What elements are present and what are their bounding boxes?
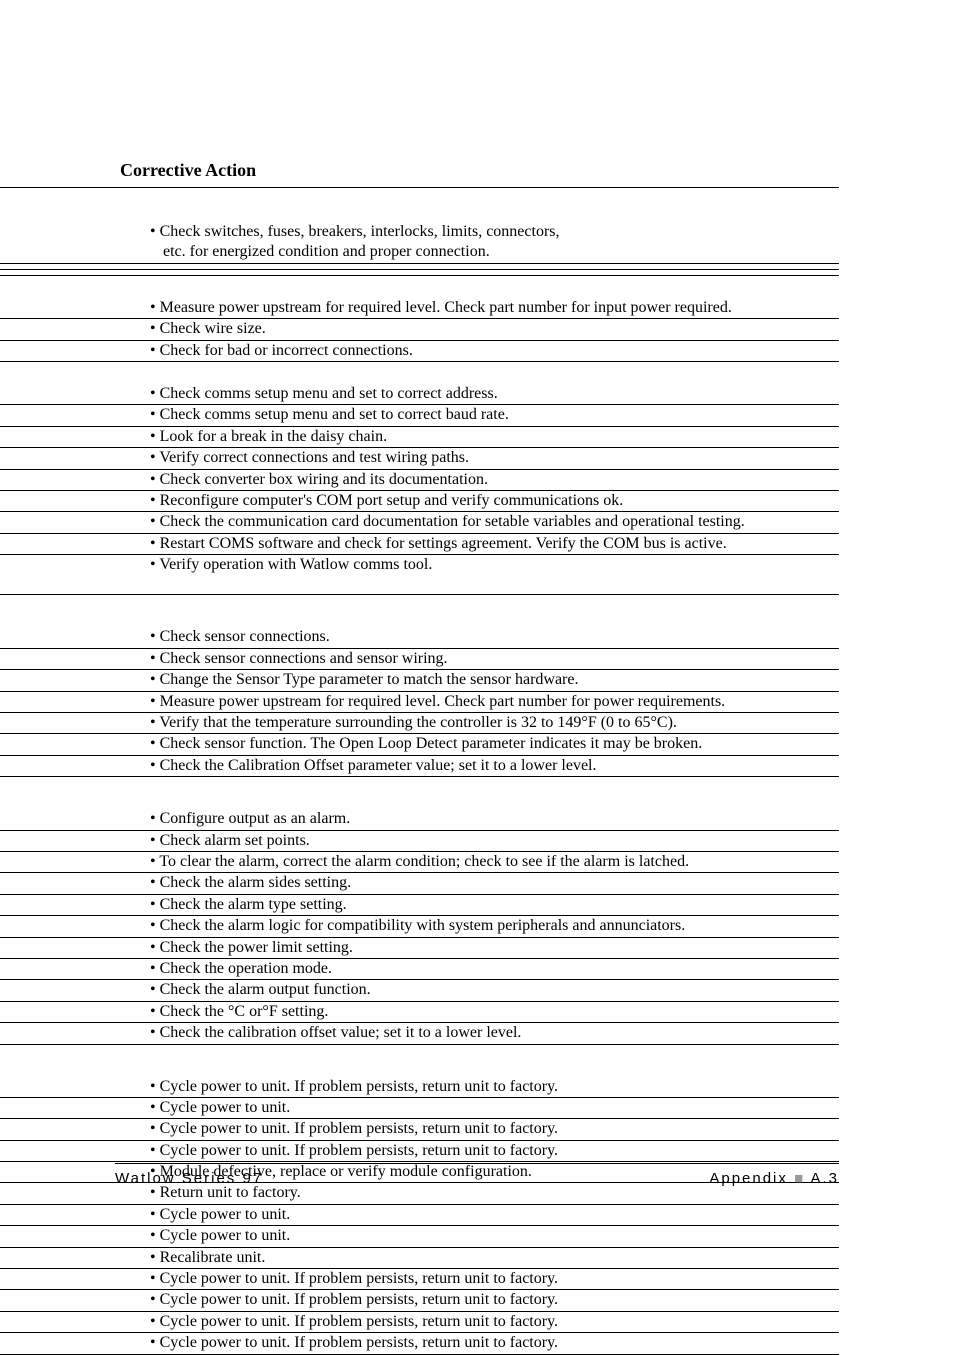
list-item: • Check the communication card documenta… (0, 512, 839, 533)
list-item: • Configure output as an alarm. (0, 809, 839, 830)
list-item: • Check the °C or°F setting. (0, 1002, 839, 1023)
footer-square-icon: ■ (794, 1170, 810, 1187)
list-item: • Check sensor connections and sensor wi… (0, 649, 839, 670)
list-item: • Check comms setup menu and set to corr… (0, 405, 839, 426)
list-item: • Check the alarm type setting. (0, 895, 839, 916)
footer-page-number: A.3 (810, 1170, 839, 1187)
list-item: • Cycle power to unit. (0, 1098, 839, 1119)
footer-right-prefix: Appendix (709, 1170, 788, 1187)
list-item: • Cycle power to unit. If problem persis… (0, 1119, 839, 1140)
list-item: • Verify that the temperature surroundin… (0, 713, 839, 734)
list-item: • Measure power upstream for required le… (0, 692, 839, 713)
list-item: • Cycle power to unit. If problem persis… (0, 1077, 839, 1098)
list-item: • Check switches, fuses, breakers, inter… (0, 222, 839, 242)
list-item: • Cycle power to unit. If problem persis… (0, 1269, 839, 1290)
list-item: • Verify correct connections and test wi… (0, 448, 839, 469)
list-item: • Check the alarm output function. (0, 980, 839, 1001)
list-item: • Check wire size. (0, 319, 839, 340)
list-item: • Check alarm set points. (0, 831, 839, 852)
footer-left: Watlow Series 97 (115, 1170, 263, 1187)
list-item: • Cycle power to unit. If problem persis… (0, 1290, 839, 1311)
section-title: Corrective Action (0, 160, 839, 181)
footer: Watlow Series 97 Appendix ■ A.3 (115, 1163, 839, 1187)
list-item: • Cycle power to unit. (0, 1226, 839, 1247)
list-item: • Cycle power to unit. If problem persis… (0, 1333, 839, 1354)
list-item: • Recalibrate unit. (0, 1248, 839, 1269)
list-item: • Check the calibration offset value; se… (0, 1023, 839, 1044)
list-item: • Check the alarm logic for compatibilit… (0, 916, 839, 937)
list-item: • Cycle power to unit. (0, 1205, 839, 1226)
list-item: etc. for energized condition and proper … (0, 242, 839, 263)
list-item: • Measure power upstream for required le… (0, 298, 839, 319)
list-item: • Restart COMS software and check for se… (0, 534, 839, 555)
list-item: • To clear the alarm, correct the alarm … (0, 852, 839, 873)
list-item: • Check comms setup menu and set to corr… (0, 384, 839, 405)
list-item: • Check the Calibration Offset parameter… (0, 756, 839, 777)
list-item: • Check sensor connections. (0, 627, 839, 648)
list-item: • Check sensor function. The Open Loop D… (0, 734, 839, 755)
list-item: • Look for a break in the daisy chain. (0, 427, 839, 448)
list-item: • Check converter box wiring and its doc… (0, 470, 839, 491)
footer-right: Appendix ■ A.3 (709, 1170, 839, 1187)
list-item: • Check the operation mode. (0, 959, 839, 980)
list-item: • Cycle power to unit. If problem persis… (0, 1312, 839, 1333)
page: Corrective Action • Check switches, fuse… (0, 0, 954, 1235)
list-item: • Verify operation with Watlow comms too… (0, 555, 839, 575)
list-item: • Reconfigure computer's COM port setup … (0, 491, 839, 512)
list-item: • Check for bad or incorrect connections… (0, 341, 839, 362)
list-item: • Check the power limit setting. (0, 938, 839, 959)
list-item: • Change the Sensor Type parameter to ma… (0, 670, 839, 691)
list-item: • Check the alarm sides setting. (0, 873, 839, 894)
list-item: • Cycle power to unit. If problem persis… (0, 1141, 839, 1162)
